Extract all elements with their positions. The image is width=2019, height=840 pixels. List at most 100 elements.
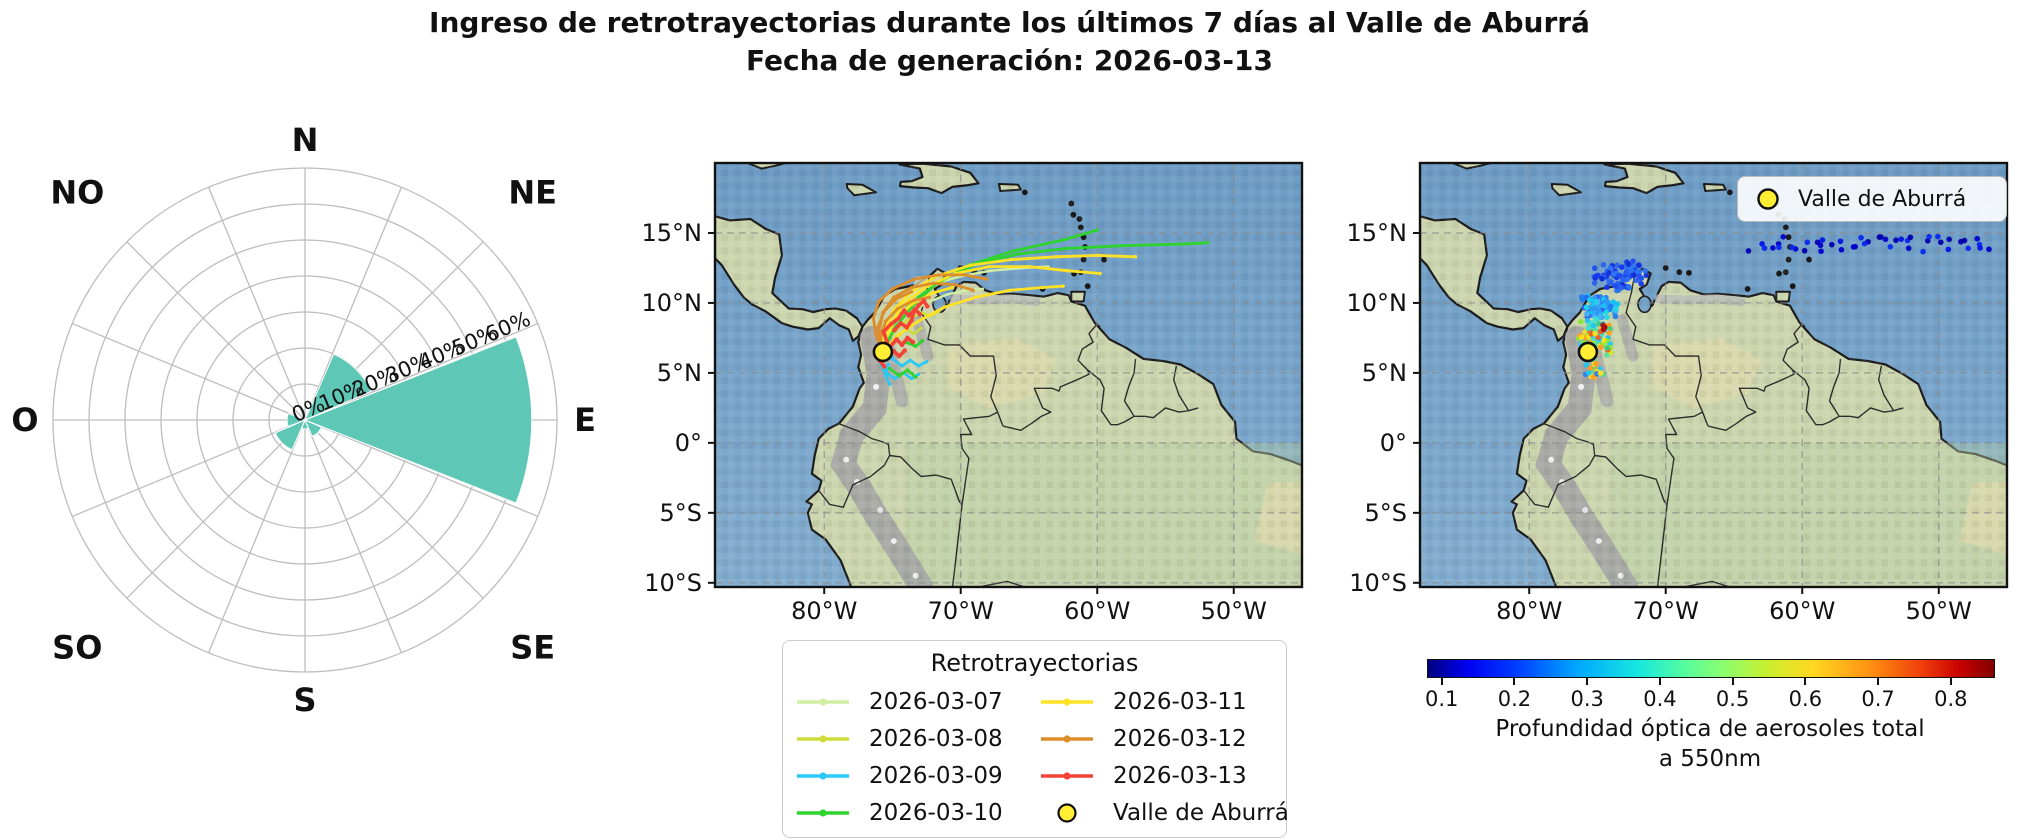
rose-spoke	[126, 419, 306, 599]
aod-scatter-point	[1630, 272, 1637, 278]
trajectory-point	[1122, 243, 1127, 248]
trajectory-point	[882, 364, 887, 369]
rose-direction-label-n: N	[292, 121, 319, 159]
trajectory-point	[984, 277, 989, 281]
trajectory-point	[937, 273, 941, 277]
trajectory-point	[912, 298, 917, 302]
trajectory-point	[900, 364, 904, 368]
trajectory-point	[912, 332, 916, 336]
legend-item-2026-03-12: 2026-03-12	[1039, 722, 1247, 756]
colorbar-tick-mark	[1513, 678, 1516, 685]
aod-scatter-point	[1776, 244, 1782, 251]
aod-scatter-point	[1591, 280, 1598, 286]
trajectory-point	[897, 353, 902, 359]
aod-scatter-point	[1625, 283, 1632, 290]
rose-petal-o	[286, 412, 307, 428]
trajectory-point	[931, 281, 936, 286]
aod-scatter-point	[1818, 248, 1824, 255]
trajectory-point	[898, 320, 903, 326]
trajectory-point	[883, 373, 888, 378]
aod-map: 80°W 70°W 60°W 50°W 15°N 10°N 5°N 0° 5°S 10°S	[1347, 161, 2009, 625]
aod-scatter-point	[1583, 362, 1590, 368]
aod-scatter-point	[1583, 304, 1590, 311]
aod-scatter-point	[1745, 248, 1752, 254]
aod-scatter-point	[1926, 233, 1932, 240]
colorbar-tick-mark	[1658, 678, 1661, 685]
trajectory-point	[953, 283, 957, 287]
aod-scatter-point	[1595, 334, 1601, 341]
aod-scatter-point	[1607, 303, 1614, 310]
aod-scatter-point	[1600, 326, 1607, 333]
legend-item-2026-03-10: 2026-03-10	[795, 796, 1003, 830]
trajectory-2026-03-11	[881, 284, 1065, 354]
aod-scatter-point	[1938, 239, 1944, 246]
trajectory-point	[1061, 284, 1065, 288]
trajectories-map: 80°W 70°W 60°W 50°W 15°N 10°N 5°N 0° 5°S 10°S	[642, 161, 1304, 625]
aod-scatter-point	[1618, 285, 1624, 291]
aod-scatter-point	[1620, 276, 1627, 283]
aod-scatter-point	[1905, 245, 1912, 252]
aod-scatter-point	[1610, 299, 1616, 305]
valle-de-aburra-marker	[872, 341, 894, 363]
ytick-label: 15°N	[642, 219, 703, 247]
trajectories-map-panel: 80°W 70°W 60°W 50°W 15°N 10°N 5°N 0° 5°S 10°S	[642, 161, 1304, 625]
xtick-label: 60°W	[1769, 597, 1835, 625]
legend-item-label: 2026-03-13	[1113, 763, 1247, 789]
trajectory-point	[887, 366, 892, 371]
trajectory-point	[896, 316, 901, 321]
legend-item-label: 2026-03-10	[869, 800, 1003, 826]
trajectory-point	[877, 299, 881, 304]
aod-scatter-point	[1587, 365, 1594, 371]
trajectory-point	[1065, 269, 1069, 273]
ytick-label: 10°S	[1349, 569, 1407, 597]
trajectory-point	[893, 376, 897, 381]
xtick-label: 80°W	[791, 597, 857, 625]
aod-scatter-point	[1590, 322, 1597, 329]
legend-line-dot	[819, 809, 827, 817]
aod-scatter-point	[1898, 236, 1905, 242]
trajectory-point	[1098, 271, 1102, 276]
trajectory-point	[981, 287, 985, 291]
map-layers	[1420, 163, 2007, 587]
colorbar-tick-label: 0.1	[1425, 687, 1459, 711]
aod-scatter-point	[1858, 234, 1864, 241]
trajectory-point	[950, 285, 955, 290]
aod-scatter-point	[1591, 265, 1598, 272]
aod-scatter-point	[1600, 337, 1607, 344]
colorbar-tick-mark	[1877, 678, 1880, 685]
ytick-label: 5°N	[1362, 359, 1407, 387]
aod-scatter-point	[1801, 247, 1808, 254]
rose-direction-label-se: SE	[510, 629, 555, 667]
valle-de-aburra-marker-icon	[1057, 803, 1077, 823]
aod-scatter-point	[1603, 309, 1609, 316]
legend-marker	[1057, 803, 1077, 823]
rose-spoke	[304, 186, 403, 421]
trajectory-point	[1095, 253, 1099, 258]
trajectory-point	[894, 297, 899, 301]
trajectory-point	[890, 357, 895, 361]
legend-line-dot	[1063, 772, 1071, 780]
trajectory-point	[1133, 255, 1138, 259]
aod-scatter-point	[1920, 248, 1926, 255]
aod-scatter-point	[1965, 245, 1972, 252]
rose-direction-label-no: NO	[50, 173, 104, 211]
trajectory-point	[892, 295, 896, 300]
aod-scatter-point	[1633, 277, 1639, 284]
rose-spoke	[304, 419, 539, 518]
xtick-label: 70°W	[1633, 597, 1699, 625]
aod-scatter-point	[1598, 344, 1604, 351]
legend-line-dot	[1063, 735, 1071, 743]
aod-scatter-point	[1638, 280, 1644, 287]
rose-petal-se	[304, 419, 323, 438]
trajectory-point	[989, 269, 993, 273]
legend-line-sample	[1041, 698, 1093, 706]
trajectory-point	[912, 277, 917, 281]
trajectory-2026-03-10	[888, 367, 918, 379]
rose-direction-label-s: S	[293, 681, 316, 719]
trajectory-point	[920, 338, 925, 343]
trajectory-point	[896, 333, 900, 337]
aod-scatter-point	[1780, 234, 1787, 240]
trajectory-point	[1061, 238, 1065, 242]
aod-scatter-point	[1819, 237, 1826, 243]
